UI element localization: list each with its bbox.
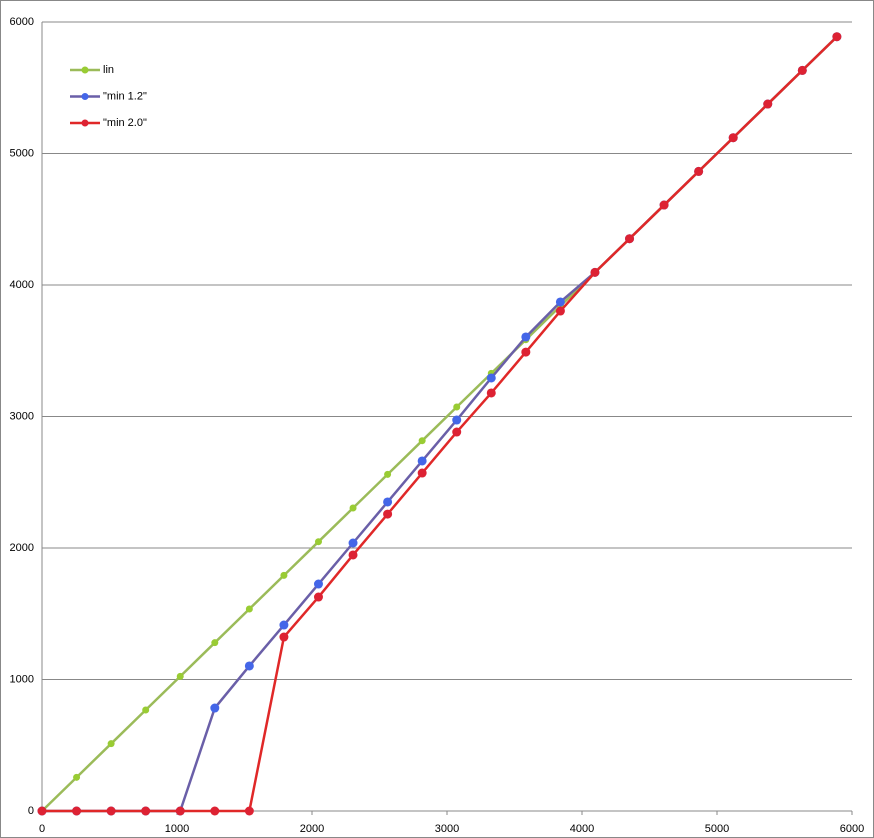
data-point (521, 347, 531, 357)
data-point (797, 65, 807, 75)
y-tick-label: 4000 (10, 279, 34, 291)
data-point (348, 538, 358, 548)
data-point (486, 373, 496, 383)
data-point (210, 703, 220, 713)
data-point (313, 592, 323, 602)
x-tick-label: 1000 (165, 823, 189, 835)
data-point (244, 661, 254, 671)
data-point (383, 497, 393, 507)
x-tick-label: 2000 (300, 823, 324, 835)
data-point (37, 806, 47, 816)
data-point (280, 571, 288, 579)
data-point (348, 550, 358, 560)
data-point (763, 99, 773, 109)
y-tick-label: 1000 (10, 673, 34, 685)
data-point (176, 672, 184, 680)
legend-label: lin (103, 64, 114, 76)
y-tick-label: 6000 (10, 16, 34, 28)
data-point (210, 806, 220, 816)
x-tick-label: 6000 (840, 823, 864, 835)
data-point (486, 388, 496, 398)
data-point (555, 306, 565, 316)
data-point (590, 267, 600, 277)
data-point (106, 806, 116, 816)
x-tick-label: 5000 (705, 823, 729, 835)
data-point (107, 740, 115, 748)
data-point (452, 415, 462, 425)
data-point (142, 706, 150, 714)
y-tick-label: 0 (28, 805, 34, 817)
data-point (245, 605, 253, 613)
data-point (625, 234, 635, 244)
legend-label: "min 1.2" (103, 90, 147, 102)
legend-marker (81, 119, 89, 127)
data-point (313, 579, 323, 589)
data-point (141, 806, 151, 816)
data-point (452, 427, 462, 437)
data-point (521, 332, 531, 342)
y-tick-label: 5000 (10, 147, 34, 159)
y-tick-label: 3000 (10, 410, 34, 422)
y-tick-label: 2000 (10, 542, 34, 554)
legend-marker (81, 93, 89, 100)
data-point (73, 773, 81, 781)
data-point (314, 538, 322, 546)
data-point (72, 806, 82, 816)
data-point (175, 806, 185, 816)
x-tick-label: 0 (39, 823, 45, 835)
data-point (417, 468, 427, 478)
series-line (42, 35, 838, 813)
data-point (279, 632, 289, 642)
data-point (728, 133, 738, 143)
legend-marker (81, 66, 89, 74)
data-point (453, 403, 461, 411)
data-point (418, 437, 426, 445)
data-point (279, 620, 289, 630)
data-point (417, 456, 427, 466)
data-point (832, 32, 842, 42)
data-point (555, 297, 565, 307)
data-point (349, 504, 357, 512)
data-point (384, 470, 392, 478)
legend-label: "min 2.0" (103, 117, 147, 129)
data-point (244, 806, 254, 816)
data-point (694, 166, 704, 176)
x-tick-label: 3000 (435, 823, 459, 835)
data-point (211, 639, 219, 647)
x-tick-label: 4000 (570, 823, 594, 835)
data-point (383, 509, 393, 519)
data-point (659, 200, 669, 210)
